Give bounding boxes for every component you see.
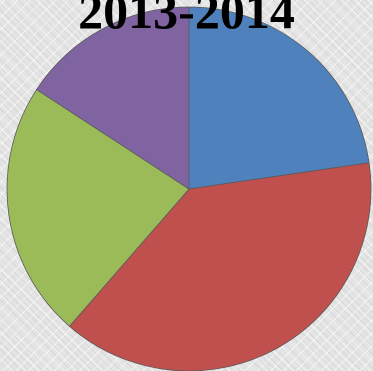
chart-title: 2013-2014	[78, 0, 295, 39]
pie-slice-blue	[188, 6, 370, 190]
pie-slice-purple	[36, 6, 190, 190]
pie-slice-green	[6, 89, 190, 327]
pie-slice-red	[69, 162, 372, 371]
pie-slices	[6, 6, 372, 371]
